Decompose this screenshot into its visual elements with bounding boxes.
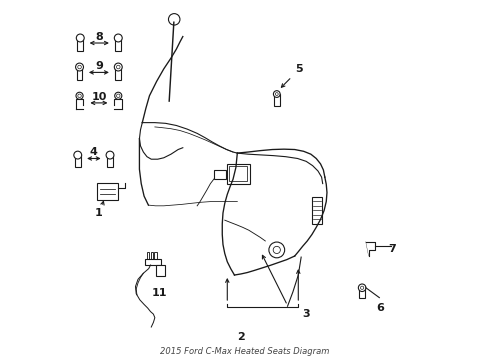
Text: 9: 9 xyxy=(95,61,102,71)
Text: 11: 11 xyxy=(151,288,167,298)
Circle shape xyxy=(273,91,280,98)
Circle shape xyxy=(106,151,114,159)
Text: 7: 7 xyxy=(387,244,395,254)
Circle shape xyxy=(76,92,83,99)
Bar xyxy=(154,252,156,260)
Circle shape xyxy=(74,151,81,159)
Text: 1: 1 xyxy=(94,208,102,218)
Circle shape xyxy=(115,92,122,99)
Bar xyxy=(228,166,247,181)
Circle shape xyxy=(78,65,81,69)
Bar xyxy=(115,67,121,80)
Bar xyxy=(311,197,321,224)
Text: 2: 2 xyxy=(237,332,244,342)
Bar xyxy=(107,156,113,167)
Circle shape xyxy=(114,34,122,42)
Circle shape xyxy=(358,284,365,292)
Bar xyxy=(97,183,118,201)
Bar xyxy=(77,38,83,51)
Bar xyxy=(150,252,153,260)
Text: 5: 5 xyxy=(294,64,302,74)
Text: 8: 8 xyxy=(95,32,103,42)
Circle shape xyxy=(76,63,83,71)
Circle shape xyxy=(76,34,84,42)
Bar xyxy=(75,156,81,167)
Bar xyxy=(115,38,121,51)
Circle shape xyxy=(116,94,120,98)
Text: 2015 Ford C-Max Heated Seats Diagram: 2015 Ford C-Max Heated Seats Diagram xyxy=(160,347,328,356)
Text: 6: 6 xyxy=(376,303,384,312)
Bar xyxy=(147,252,149,260)
Bar xyxy=(359,288,364,298)
Circle shape xyxy=(360,286,363,289)
Bar xyxy=(156,265,164,276)
Circle shape xyxy=(275,93,278,95)
Bar xyxy=(77,67,82,80)
Circle shape xyxy=(114,63,122,71)
Bar xyxy=(273,94,279,106)
Circle shape xyxy=(168,14,180,25)
Circle shape xyxy=(273,246,280,253)
Bar xyxy=(226,164,249,184)
Circle shape xyxy=(116,65,120,69)
Text: 3: 3 xyxy=(301,309,309,319)
Text: 4: 4 xyxy=(90,147,98,157)
Bar xyxy=(214,170,225,179)
Circle shape xyxy=(78,94,81,98)
Text: 10: 10 xyxy=(91,92,106,102)
Bar xyxy=(145,258,161,265)
Circle shape xyxy=(268,242,284,258)
